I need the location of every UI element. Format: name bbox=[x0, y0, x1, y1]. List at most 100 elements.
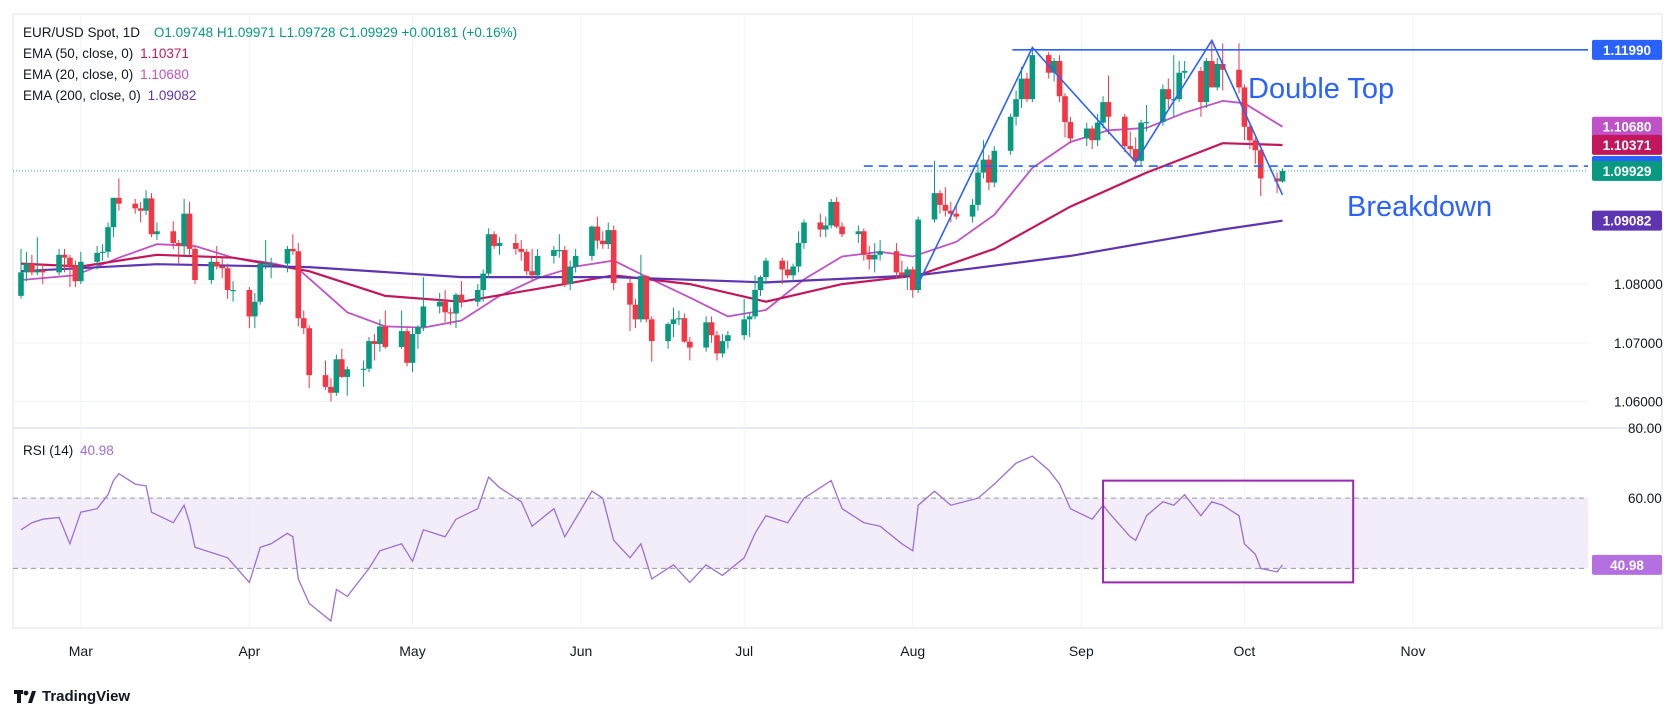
price-badge-bg bbox=[1592, 210, 1662, 231]
candle bbox=[1176, 60, 1182, 103]
candle-body bbox=[784, 269, 791, 276]
double-top-pattern-path bbox=[917, 38, 1284, 285]
candle bbox=[262, 240, 269, 270]
candle bbox=[404, 328, 410, 367]
candle bbox=[99, 244, 106, 261]
candle bbox=[496, 237, 503, 255]
candle-body bbox=[817, 222, 824, 230]
candle-body bbox=[561, 250, 568, 285]
candle bbox=[192, 245, 198, 285]
candle bbox=[1062, 93, 1068, 138]
x-tick-label: Jun bbox=[570, 643, 593, 659]
candle bbox=[453, 292, 459, 329]
candle bbox=[523, 248, 530, 276]
symbol-title[interactable]: EUR/USD Spot, 1D bbox=[23, 25, 141, 40]
candle bbox=[377, 319, 383, 352]
candle bbox=[382, 310, 389, 349]
ema20-legend[interactable]: EMA (20, close, 0) 1.10680 bbox=[23, 67, 192, 82]
ema200-legend[interactable]: EMA (200, close, 0) 1.09082 bbox=[23, 88, 199, 103]
candle-body bbox=[474, 290, 481, 302]
x-tick-label: Jul bbox=[735, 643, 753, 659]
candle bbox=[790, 263, 796, 282]
candle-body bbox=[670, 319, 677, 325]
candle bbox=[333, 354, 340, 396]
candle-body bbox=[1067, 122, 1074, 139]
x-tick-label: Sep bbox=[1069, 643, 1094, 659]
candle bbox=[784, 260, 791, 279]
candle bbox=[670, 307, 677, 337]
rsi-legend[interactable]: RSI (14) 40.98 bbox=[23, 443, 117, 458]
candle-body bbox=[763, 260, 769, 278]
candle-body bbox=[567, 266, 573, 285]
candle-body bbox=[681, 318, 688, 342]
candle bbox=[893, 243, 900, 279]
price-scale-badge: 1.10371 bbox=[1592, 134, 1662, 155]
candle-body bbox=[725, 335, 731, 342]
candle-body bbox=[1252, 140, 1259, 151]
candle-body bbox=[1176, 72, 1182, 100]
candle-body bbox=[23, 263, 30, 273]
rsi-highlight-box bbox=[1102, 479, 1355, 584]
candle-body bbox=[1007, 116, 1014, 151]
candle bbox=[714, 331, 720, 361]
candle-body bbox=[398, 331, 405, 347]
rsi-badge-text: 40.98 bbox=[1610, 558, 1644, 573]
candle bbox=[828, 198, 834, 229]
candle bbox=[300, 310, 307, 335]
candle-body bbox=[648, 319, 655, 342]
candle bbox=[1252, 137, 1259, 164]
candle-body bbox=[1122, 116, 1128, 147]
candle bbox=[687, 336, 693, 361]
candle-body bbox=[1051, 60, 1057, 73]
candle bbox=[594, 216, 601, 249]
candle bbox=[1257, 149, 1264, 197]
candle bbox=[817, 213, 824, 238]
candle-body bbox=[252, 301, 258, 317]
candle-body bbox=[893, 251, 900, 273]
candle bbox=[795, 231, 802, 273]
candle-body bbox=[839, 226, 845, 235]
candle-body bbox=[676, 318, 682, 320]
candle-body bbox=[1198, 70, 1204, 103]
candle-body bbox=[822, 225, 829, 230]
candle bbox=[1247, 122, 1253, 150]
candle-body bbox=[572, 255, 579, 267]
candle-body bbox=[594, 226, 601, 241]
candle bbox=[556, 234, 563, 258]
candle bbox=[681, 313, 688, 343]
candle-body bbox=[1143, 122, 1150, 124]
candle bbox=[779, 257, 786, 285]
candle-body bbox=[491, 234, 497, 246]
candle bbox=[268, 257, 274, 279]
rsi-band bbox=[13, 498, 1588, 569]
ema50-legend[interactable]: EMA (50, close, 0) 1.10371 bbox=[23, 46, 192, 61]
candle bbox=[132, 198, 138, 214]
candle-body bbox=[1083, 128, 1090, 139]
tradingview-brand[interactable]: TradingView bbox=[14, 688, 130, 705]
candle-body bbox=[1257, 150, 1264, 179]
candles-group bbox=[18, 40, 1286, 402]
candle-body bbox=[1181, 70, 1188, 73]
candle bbox=[458, 281, 465, 308]
x-tick-label: May bbox=[399, 643, 425, 659]
candle-body bbox=[420, 306, 427, 327]
candle-body bbox=[192, 248, 198, 281]
candle bbox=[485, 228, 492, 279]
candle-body bbox=[904, 269, 911, 276]
candle-body bbox=[78, 261, 84, 282]
candle bbox=[360, 360, 367, 387]
ema50-line bbox=[20, 142, 1283, 303]
candle-body bbox=[186, 213, 193, 249]
candle bbox=[94, 245, 100, 270]
candle bbox=[665, 322, 671, 349]
candle bbox=[175, 240, 182, 264]
y-tick-label: 1.06000 bbox=[1614, 395, 1663, 410]
candle-body bbox=[1062, 96, 1068, 123]
candle-body bbox=[137, 208, 144, 211]
candle bbox=[643, 275, 650, 323]
candle bbox=[648, 316, 655, 362]
price-scale-badge: 1.11990 bbox=[1592, 39, 1662, 60]
candle-body bbox=[719, 341, 726, 354]
